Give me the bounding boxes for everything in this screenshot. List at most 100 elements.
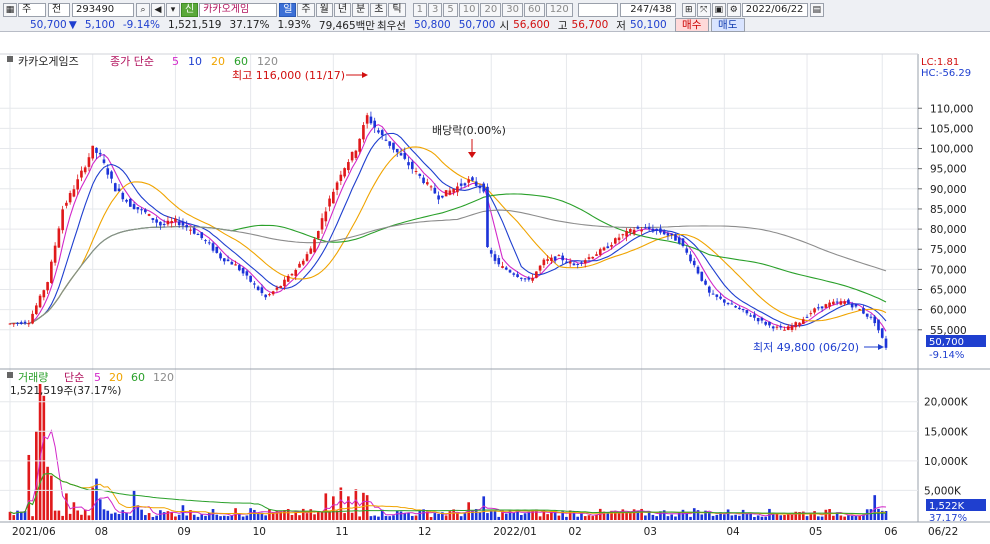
market-select[interactable]: 주 xyxy=(18,3,46,17)
volume-legend-item: 5 xyxy=(94,371,101,384)
candle-body xyxy=(294,269,298,276)
volume-bar xyxy=(91,487,95,520)
candle-body xyxy=(674,234,677,241)
volume-bar xyxy=(610,510,613,520)
candle-body xyxy=(211,243,215,251)
volume-bar xyxy=(429,517,433,520)
volume-bar xyxy=(27,454,31,520)
candle-body xyxy=(858,309,861,311)
candle-body xyxy=(587,257,591,259)
candle-body xyxy=(869,316,873,318)
volume-bar xyxy=(65,493,68,520)
period-button-4[interactable]: 분 xyxy=(352,3,370,17)
save-icon[interactable]: ▣ xyxy=(711,3,726,17)
date-tick-label: 12 xyxy=(418,526,431,538)
volume-legend-item: 60 xyxy=(131,371,145,384)
candle-body xyxy=(347,162,350,171)
candle-body xyxy=(519,277,523,279)
stock-code-input[interactable]: 293490 xyxy=(72,3,134,17)
interval-button-3[interactable]: 3 xyxy=(428,3,443,17)
interval-button-10[interactable]: 10 xyxy=(458,3,480,17)
candle-body xyxy=(87,157,91,167)
interval-button-20[interactable]: 20 xyxy=(480,3,502,17)
price-legend-title[interactable]: 카카오게임즈 xyxy=(18,55,79,68)
candle-body xyxy=(418,173,422,176)
volume-bar xyxy=(873,495,877,520)
volume-bar xyxy=(519,514,523,520)
volume-bar xyxy=(561,511,564,520)
period-button-1[interactable]: 주 xyxy=(297,3,315,17)
buy-button[interactable]: 매수 xyxy=(674,18,709,32)
volume-bar xyxy=(869,509,873,520)
chevron-down-icon[interactable]: ▾ xyxy=(166,3,180,17)
candle-body xyxy=(550,257,553,261)
candle-body xyxy=(482,183,486,192)
volume-bar xyxy=(854,515,858,520)
volume-bar xyxy=(813,511,816,520)
volume-bar xyxy=(414,515,418,520)
grid-icon[interactable]: ▦ xyxy=(3,3,17,17)
candle-body xyxy=(553,256,557,261)
current-volume-label: 1,521,519주(37.17%) xyxy=(10,385,121,397)
calendar-icon[interactable]: ▤ xyxy=(809,3,824,17)
gear-icon[interactable]: ⚙ xyxy=(726,3,741,17)
candle-body xyxy=(817,307,820,309)
price-volume-chart[interactable]: 110,000 105,000 100,000 95,000 90,000 85,000 8… xyxy=(0,32,990,544)
volume-bar xyxy=(189,510,192,520)
volume-bar xyxy=(271,512,275,520)
interval-button-1[interactable]: 1 xyxy=(412,3,427,17)
candle-body xyxy=(31,313,34,324)
interval-button-5[interactable]: 5 xyxy=(443,3,458,17)
volume-bar xyxy=(516,509,519,520)
interval-button-60[interactable]: 60 xyxy=(523,3,545,17)
volume-bar xyxy=(219,516,222,520)
volume-bar xyxy=(279,511,283,520)
sell-button[interactable]: 매도 xyxy=(710,18,745,32)
candle-body xyxy=(298,263,301,268)
legend-handle-icon[interactable] xyxy=(7,56,13,62)
volume-legend-title[interactable]: 거래량 xyxy=(18,371,48,384)
volume-bar xyxy=(753,516,756,520)
period-button-6[interactable]: 틱 xyxy=(388,3,406,17)
candle-body xyxy=(264,294,267,298)
date-tick-label: 05 xyxy=(809,526,822,538)
interval-custom-input[interactable] xyxy=(577,3,618,17)
candle-body xyxy=(824,304,828,308)
date-tick-label: 11 xyxy=(335,526,348,538)
interval-button-30[interactable]: 30 xyxy=(502,3,523,17)
volume-tick-label: 20,000K xyxy=(924,397,969,409)
period-button-0[interactable]: 일 xyxy=(279,3,297,17)
volume-bar xyxy=(159,510,162,520)
volume-bar xyxy=(128,515,132,520)
candle-body xyxy=(162,223,166,225)
volume-bar xyxy=(147,513,151,520)
period-button-2[interactable]: 월 xyxy=(315,3,333,17)
search-icon[interactable]: ⌕ xyxy=(136,3,150,17)
high-annotation-text: 최고 116,000 (11/17) xyxy=(232,69,345,82)
volume-legend-handle-icon[interactable] xyxy=(7,372,13,378)
interval-button-120[interactable]: 120 xyxy=(545,3,573,17)
scope-select[interactable]: 전 xyxy=(48,3,70,17)
grid-settings-icon[interactable]: ⊞ xyxy=(681,3,696,17)
candle-body xyxy=(313,239,316,253)
candle-body xyxy=(279,285,283,288)
period-button-3[interactable]: 년 xyxy=(333,3,352,17)
candle-body xyxy=(8,323,12,325)
volume-bar xyxy=(820,516,824,520)
candle-body xyxy=(181,222,185,226)
crosshair-icon[interactable]: ⤧ xyxy=(696,3,711,17)
volume-bar xyxy=(677,511,681,520)
volume-bar xyxy=(395,510,399,520)
price-tick-label: 65,000 xyxy=(930,285,967,297)
date-input[interactable]: 2022/06/22 xyxy=(741,3,808,17)
candle-body xyxy=(83,167,87,173)
volume-bar xyxy=(12,515,16,520)
candle-body xyxy=(659,228,662,233)
period-button-5[interactable]: 초 xyxy=(370,3,388,17)
volume-bar xyxy=(410,515,414,520)
count-input[interactable]: 247/438 xyxy=(619,3,676,17)
candle-body xyxy=(704,280,707,285)
candle-body xyxy=(320,218,324,230)
candle-body xyxy=(245,271,249,276)
speaker-icon[interactable]: ◀ xyxy=(151,3,165,17)
